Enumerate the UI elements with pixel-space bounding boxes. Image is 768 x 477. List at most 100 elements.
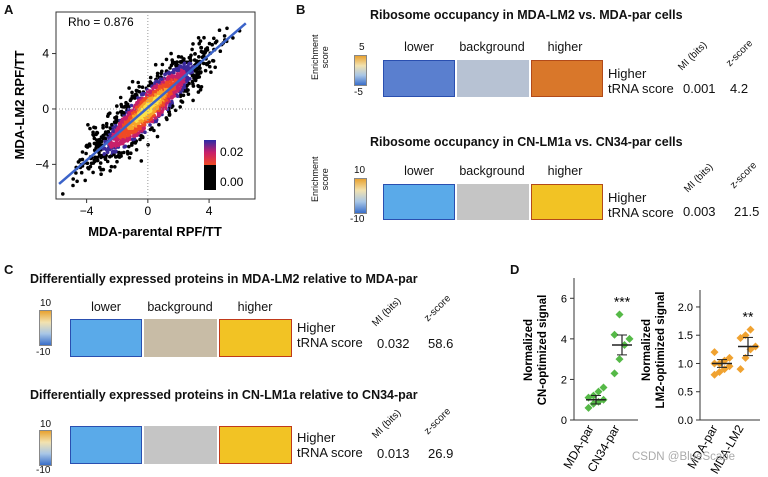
scatter-point (85, 161, 90, 166)
scale-min-b2: -10 (350, 214, 365, 225)
d1-y-ticks: 6 4 2 0 (561, 293, 574, 427)
d2-y-label-line1: Normalized (641, 319, 653, 381)
scatter-point (197, 84, 201, 89)
enrichment-scale-c1 (39, 310, 52, 346)
scatter-point (128, 98, 133, 103)
scatter-point (192, 58, 197, 62)
scatter-point (197, 41, 201, 46)
scatter-point (102, 152, 107, 156)
mi-value-b1: 0.001 (683, 81, 716, 96)
x-tick-label: 0 (145, 204, 152, 218)
higher-trna-c1: Higher tRNA score (297, 320, 363, 350)
scatter-point (212, 36, 216, 41)
scatter-point (140, 85, 145, 89)
mi-header-b2: MI (bits) (682, 161, 716, 195)
rho-label: Rho = 0.876 (68, 15, 134, 29)
scatter-point (114, 149, 119, 154)
scatter-point (140, 135, 145, 139)
scale-min-c1: -10 (36, 347, 51, 358)
scatter-point (225, 26, 229, 31)
scatter-point (155, 71, 160, 76)
scatter-point (106, 129, 111, 134)
y-tick-label: −4 (35, 157, 49, 171)
bin-lower-b1 (383, 60, 455, 97)
z-value-b1: 4.2 (730, 81, 749, 96)
label-higher-b1: higher (547, 40, 583, 54)
scatter-point (180, 88, 184, 92)
y-tick-label: 0.0 (678, 415, 693, 427)
scatter-point (187, 55, 192, 60)
data-point (741, 331, 750, 340)
scatter-point (85, 143, 89, 148)
panel-a-letter: A (4, 2, 14, 17)
scatter-point (193, 78, 198, 83)
scale-max-b2: 10 (354, 165, 366, 176)
scatter-point (110, 122, 114, 127)
y-axis-label: MDA-LM2 RPF/TT (12, 50, 27, 159)
scatter-point (101, 167, 106, 172)
label-higher-b2: higher (547, 164, 583, 178)
panel-c-title-2: Differentially expressed proteins in CN-… (30, 388, 418, 402)
scatter-point (213, 65, 217, 70)
data-point (610, 330, 619, 339)
scatter-point (137, 90, 142, 94)
label-background-c1: background (147, 300, 213, 314)
higher-trna-b2: Higher tRNA score (608, 190, 674, 220)
scatter-point (160, 62, 165, 67)
scatter-point (125, 149, 130, 154)
scatter-point (196, 90, 201, 94)
z-header-c1: z-score (422, 293, 454, 324)
scatter-point (178, 105, 182, 109)
bin-higher-b1 (531, 60, 603, 97)
scatter-point (218, 49, 223, 53)
scatter-point (151, 86, 155, 91)
y-tick-label: 4 (561, 334, 567, 346)
scatter-point (191, 42, 195, 46)
scatter-point (159, 71, 163, 76)
scatter-point (197, 55, 201, 59)
z-header-c2: z-score (422, 406, 454, 437)
scatter-plot-a: Rho = 0.876 −4 0 4 4 0 −4 MDA-parental RPF/T… (12, 11, 256, 239)
data-point (725, 362, 734, 371)
scatter-point (61, 192, 65, 196)
scatter-point (129, 103, 134, 108)
scatter-point (88, 164, 93, 169)
label-lower-c1: lower (91, 300, 121, 314)
data-point (746, 325, 755, 334)
scatter-point (132, 137, 137, 141)
scatter-point (104, 124, 109, 129)
scatter-point (75, 179, 79, 184)
scale-min-c2: -10 (36, 465, 51, 476)
x-tick-labels: −4 0 4 (80, 199, 213, 218)
scatter-point (207, 41, 212, 46)
scatter-point (122, 111, 126, 115)
panel-c-title-1: Differentially expressed proteins in MDA… (30, 272, 418, 286)
d1-significance: *** (614, 294, 631, 310)
scatter-point (113, 165, 117, 169)
watermark: CSDN @BlueScape (632, 451, 736, 463)
scatter-point (115, 159, 119, 164)
scatter-point (153, 62, 158, 67)
enrichment-label-b1: Enrichment score (310, 10, 330, 80)
scatter-point (191, 84, 196, 88)
bin-higher-c2 (219, 426, 292, 464)
scatter-point (155, 134, 160, 139)
scatter-point (191, 98, 195, 103)
d2-y-ticks: 2.0 1.5 1.0 0.5 0.0 (678, 302, 700, 427)
scatter-point (178, 60, 183, 64)
scatter-point (171, 68, 176, 72)
scatter-point (208, 64, 212, 69)
enrichment-text: Enrichment score (310, 34, 330, 80)
scatter-point (115, 104, 119, 108)
density-color-bar-low (204, 165, 216, 190)
scatter-point (198, 88, 203, 92)
d1-y-label-2: CN-optimized signal (537, 295, 549, 406)
d1-y-label-line2: CN-optimized signal (537, 295, 549, 406)
scatter-point (86, 123, 90, 127)
x-axis-label: MDA-parental RPF/TT (88, 224, 222, 239)
scatter-point (231, 36, 235, 40)
scatter-point (83, 178, 87, 183)
panel-b-title-2: Ribosome occupancy in CN-LM1a vs. CN34-p… (370, 135, 683, 149)
data-point (625, 334, 634, 343)
